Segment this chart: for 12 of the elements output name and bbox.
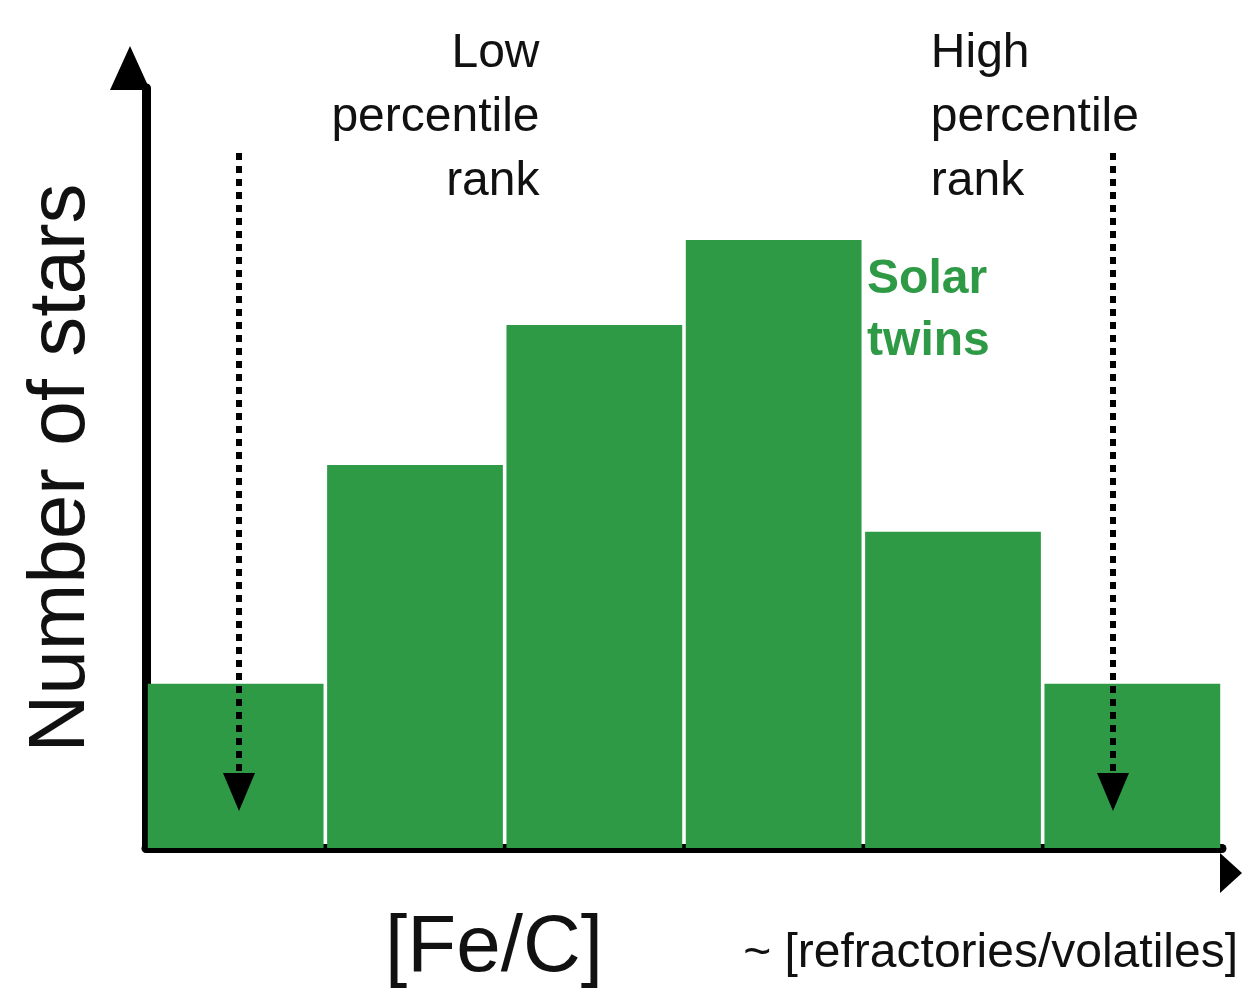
x-axis-title: [Fe/C] (385, 898, 603, 988)
text: High percentile rank (930, 23, 1139, 205)
text: Low percentile rank (331, 23, 541, 205)
y-axis-title: Number of stars (11, 183, 101, 753)
bar (506, 325, 683, 848)
bar (685, 240, 862, 848)
bar (327, 464, 503, 848)
text: ~ [refractories/volatiles] (743, 923, 1238, 977)
bar (865, 531, 1041, 848)
bar (147, 683, 324, 848)
series-label: Solar twins (867, 249, 990, 365)
bar (1044, 683, 1221, 848)
